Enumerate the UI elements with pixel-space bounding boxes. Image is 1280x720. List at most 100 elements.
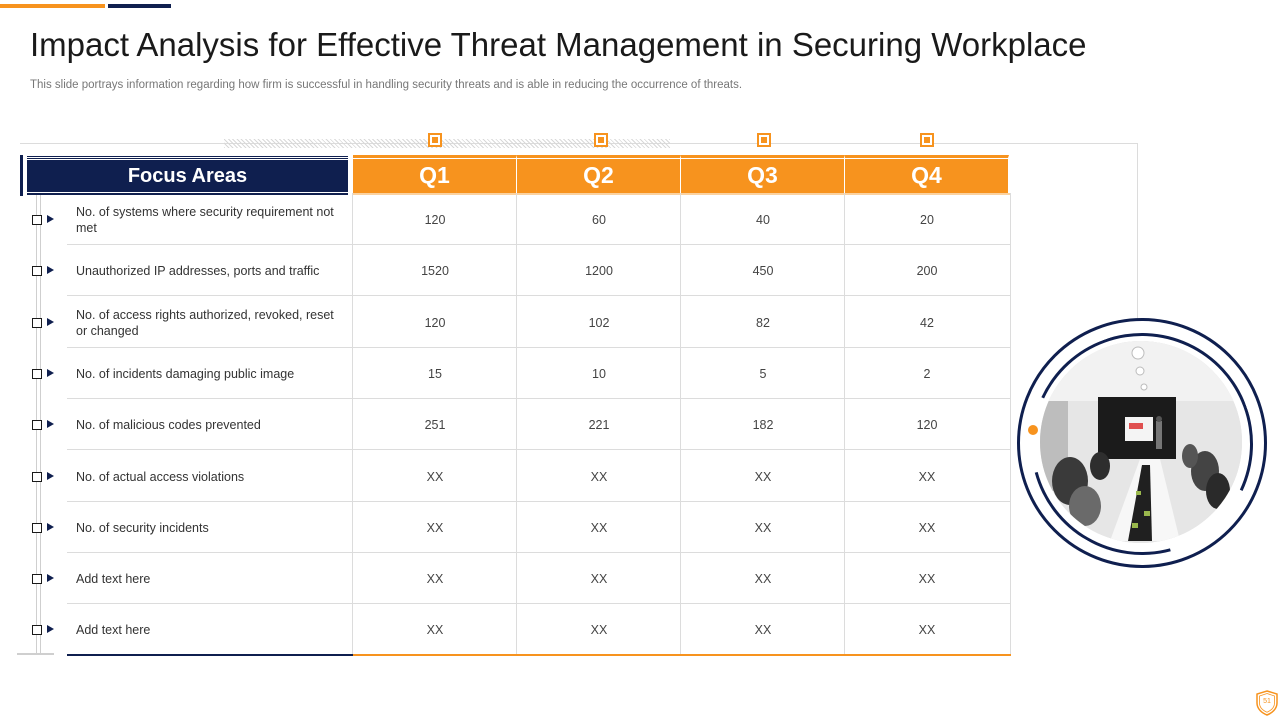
table-row: No. of systems where security requiremen… <box>0 194 1011 245</box>
play-arrow-icon <box>47 472 54 480</box>
q1-value: 1520 <box>421 263 449 278</box>
slide-title: Impact Analysis for Effective Threat Man… <box>30 26 1087 63</box>
photo-ring-outer <box>1017 318 1267 568</box>
row-divider <box>67 501 1011 502</box>
column-marker-icon <box>920 133 934 147</box>
q1-value: 15 <box>428 366 442 381</box>
focus-area-label: Unauthorized IP addresses, ports and tra… <box>76 263 320 278</box>
q4-value: XX <box>918 571 936 586</box>
q2-value: 221 <box>588 417 610 432</box>
q3-value: 82 <box>756 315 770 330</box>
quarter-header-q1: Q1 <box>353 155 517 193</box>
table-row: Add text here XX XX XX XX <box>0 553 1011 604</box>
column-marker-icon <box>757 133 771 147</box>
q4-value: 20 <box>920 212 934 227</box>
play-arrow-icon <box>47 369 54 377</box>
q3-value: XX <box>754 469 772 484</box>
q1-value: 120 <box>424 315 446 330</box>
q2-value: 60 <box>592 212 606 227</box>
focus-areas-header: Focus Areas <box>27 155 348 195</box>
row-divider <box>67 603 1011 604</box>
q4-value: 42 <box>920 315 934 330</box>
hatch-decoration <box>224 139 670 148</box>
table-row: No. of access rights authorized, revoked… <box>0 297 1011 348</box>
q2-value: XX <box>590 520 608 535</box>
left-rail-base <box>17 653 54 655</box>
q4-value: XX <box>918 622 936 637</box>
play-arrow-icon <box>47 420 54 428</box>
column-divider <box>844 193 845 655</box>
row-divider <box>67 398 1011 399</box>
table-row: Add text here XX XX XX XX <box>0 604 1011 655</box>
q1-value: XX <box>426 469 444 484</box>
q2-value: 102 <box>588 315 610 330</box>
q4-value: XX <box>918 520 936 535</box>
row-divider <box>67 295 1011 296</box>
checkbox-icon <box>32 574 42 584</box>
table-row: No. of security incidents XX XX XX XX <box>0 502 1011 553</box>
focus-area-label: No. of security incidents <box>76 520 209 535</box>
quarter-header-q2: Q2 <box>517 155 681 193</box>
column-divider <box>516 193 517 655</box>
page-number-badge: 51 <box>1255 690 1279 716</box>
q3-value: 40 <box>756 212 770 227</box>
q1-value: XX <box>426 520 444 535</box>
table-bottom-line-navy <box>67 654 353 656</box>
q2-value: XX <box>590 469 608 484</box>
checkbox-icon <box>32 523 42 533</box>
q4-value: XX <box>918 469 936 484</box>
play-arrow-icon <box>47 215 54 223</box>
frame-line-right <box>1137 143 1138 321</box>
q1-value: XX <box>426 622 444 637</box>
table-row: No. of malicious codes prevented 251 221… <box>0 399 1011 450</box>
q3-value: XX <box>754 622 772 637</box>
checkbox-icon <box>32 625 42 635</box>
column-marker-icon <box>428 133 442 147</box>
play-arrow-icon <box>47 523 54 531</box>
data-table-frame <box>352 193 1011 655</box>
q3-value: 5 <box>759 366 767 381</box>
ring-dot-accent <box>1028 425 1038 435</box>
left-rail-accent <box>20 155 23 196</box>
q2-value: 10 <box>592 366 606 381</box>
accent-bar-navy <box>108 4 171 8</box>
left-rail-line <box>40 155 41 655</box>
table-row: No. of actual access violations XX XX XX… <box>0 451 1011 502</box>
header-underline <box>353 193 1010 195</box>
row-divider <box>67 449 1011 450</box>
q1-value: XX <box>426 571 444 586</box>
q2-value: XX <box>590 571 608 586</box>
focus-area-label: No. of actual access violations <box>76 469 245 484</box>
checkbox-icon <box>32 369 42 379</box>
left-rail-line <box>36 155 37 655</box>
quarter-header-q3: Q3 <box>681 155 845 193</box>
checkbox-icon <box>32 266 42 276</box>
q3-value: 450 <box>752 263 774 278</box>
focus-area-label: Add text here <box>76 622 151 637</box>
table-row: Unauthorized IP addresses, ports and tra… <box>0 245 1011 296</box>
q1-value: 120 <box>424 212 446 227</box>
quarter-header-q4: Q4 <box>845 155 1009 193</box>
row-divider <box>67 347 1011 348</box>
checkbox-icon <box>32 318 42 328</box>
row-divider <box>67 552 1011 553</box>
q3-value: XX <box>754 520 772 535</box>
q4-value: 200 <box>916 263 938 278</box>
q2-value: 1200 <box>585 263 613 278</box>
q2-value: XX <box>590 622 608 637</box>
table-bottom-line-orange <box>353 654 1011 656</box>
focus-area-label: No. of malicious codes prevented <box>76 417 261 432</box>
q3-value: 182 <box>752 417 774 432</box>
play-arrow-icon <box>47 574 54 582</box>
checkbox-icon <box>32 420 42 430</box>
checkbox-icon <box>32 215 42 225</box>
meeting-room-photo <box>1040 341 1242 543</box>
column-divider <box>680 193 681 655</box>
focus-area-label: No. of systems where security requiremen… <box>76 204 334 235</box>
play-arrow-icon <box>47 625 54 633</box>
focus-area-label: No. of access rights authorized, revoked… <box>76 307 334 338</box>
accent-bar-orange <box>0 4 105 8</box>
focus-area-label: Add text here <box>76 571 151 586</box>
row-divider <box>67 244 1011 245</box>
q1-value: 251 <box>424 417 446 432</box>
